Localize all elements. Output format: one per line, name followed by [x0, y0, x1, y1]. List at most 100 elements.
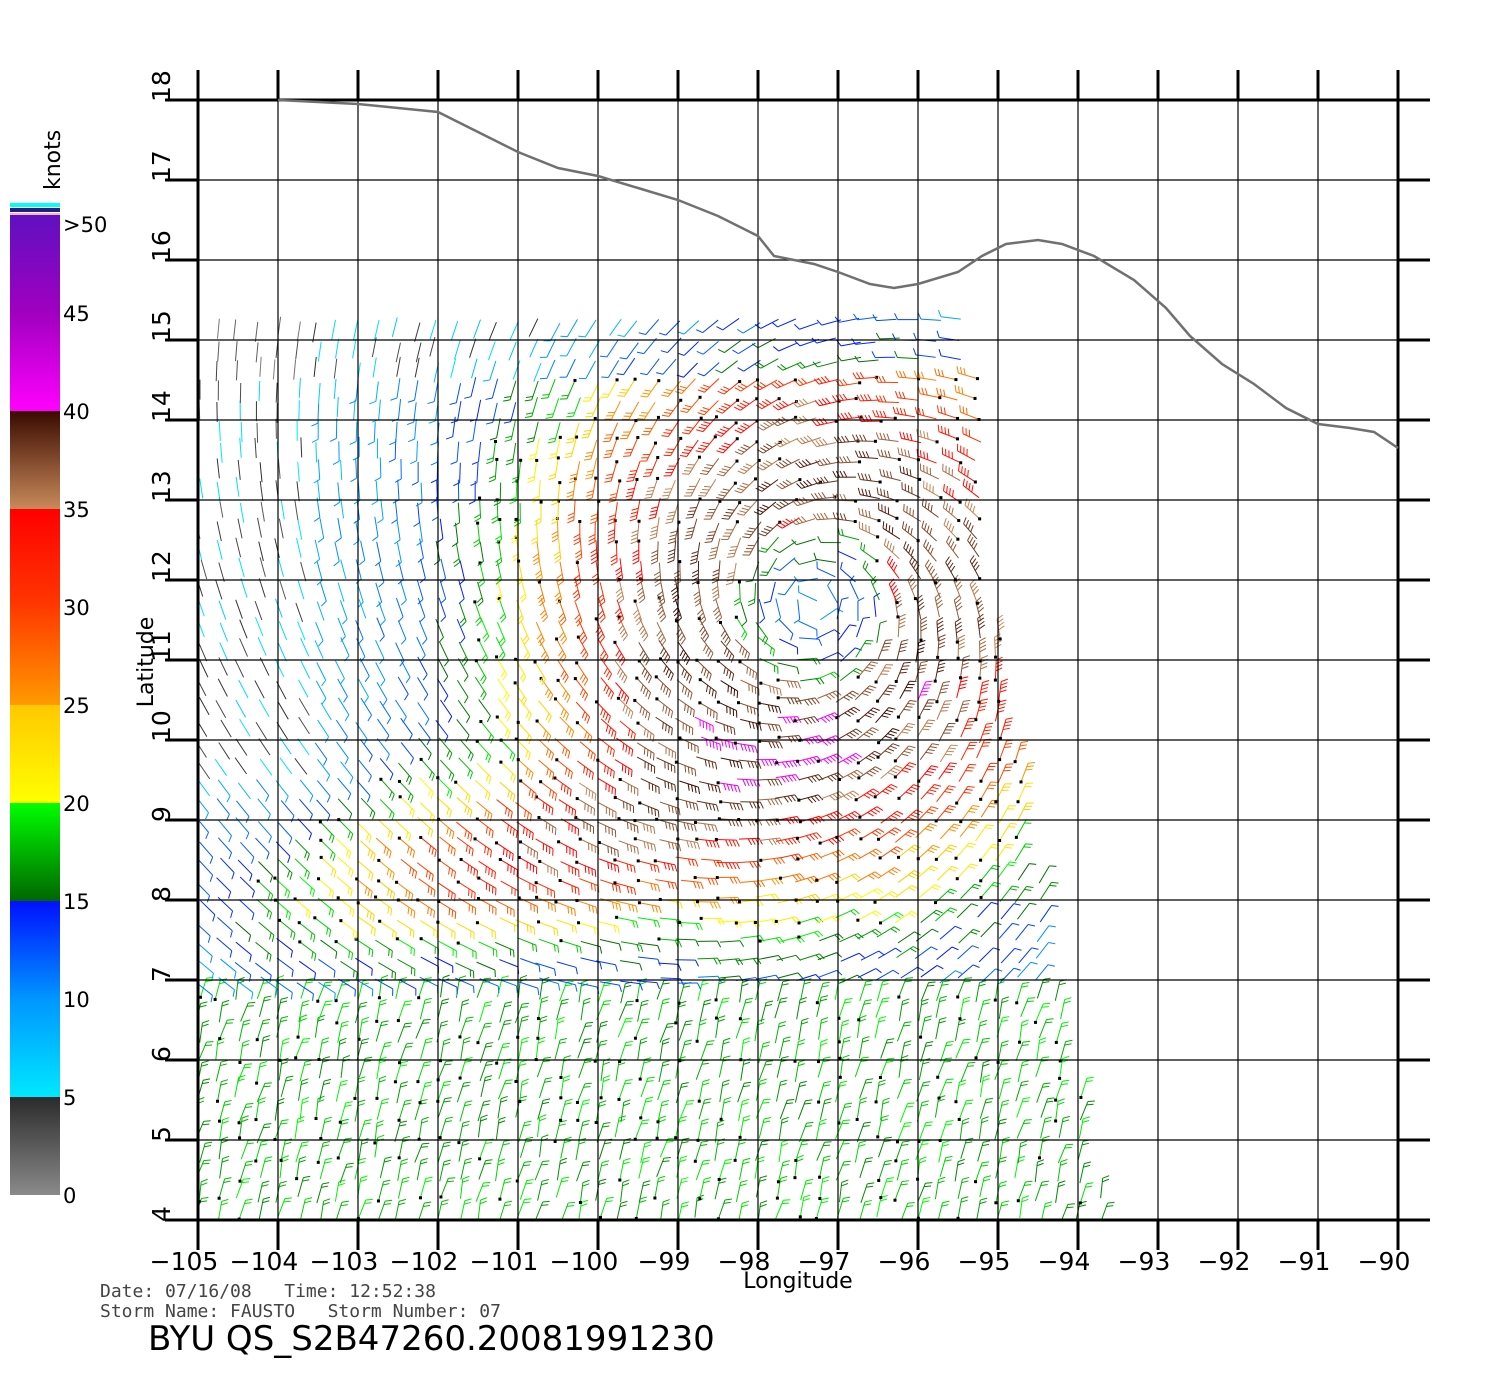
wind-barb	[537, 1098, 551, 1120]
wind-barb	[518, 840, 539, 860]
wind-barb	[573, 561, 582, 587]
wind-barb	[220, 857, 235, 880]
wind-barb	[979, 864, 1001, 883]
longitude-tick-label: −100	[550, 1247, 619, 1276]
wind-barb	[298, 679, 309, 698]
wind-barb	[235, 1177, 251, 1199]
wind-barb	[640, 379, 661, 398]
wind-barb	[335, 1002, 350, 1025]
wind-barb	[937, 424, 960, 441]
wind-barb	[359, 540, 366, 566]
wind-barb	[1036, 1037, 1047, 1060]
wind-barb	[638, 1180, 651, 1203]
wind-barb	[471, 358, 478, 379]
wind-barb	[633, 1119, 650, 1141]
wind-barb	[997, 763, 1014, 783]
wind-barb	[198, 818, 209, 839]
wind-barb	[616, 900, 638, 913]
wind-barb	[416, 1061, 432, 1084]
wind-barb	[372, 516, 379, 542]
wind-barb	[880, 1097, 890, 1121]
wind-barb	[720, 1037, 731, 1061]
wind-barb	[735, 1018, 750, 1039]
wind-barb	[960, 741, 978, 761]
wind-barb	[275, 598, 283, 618]
wind-barb	[578, 360, 596, 380]
wind-barb	[395, 342, 401, 363]
wind-barb	[358, 1056, 373, 1078]
wind-barb	[420, 956, 439, 974]
wind-barb	[478, 941, 498, 958]
longitude-tick-label: −94	[1038, 1247, 1091, 1276]
wind-barb	[771, 378, 797, 389]
wind-barb	[538, 1077, 553, 1099]
wind-barb	[857, 597, 865, 621]
wind-barb	[715, 720, 736, 736]
wind-barb	[319, 1078, 331, 1101]
wind-barb	[479, 978, 500, 994]
wind-barb	[320, 939, 338, 959]
wind-barb	[604, 400, 621, 420]
wind-barb	[1035, 942, 1056, 959]
wind-barb	[998, 717, 1013, 740]
wind-barb	[455, 962, 475, 979]
wind-barb	[620, 1099, 631, 1122]
wind-barb	[915, 865, 939, 880]
wind-barb	[734, 440, 759, 455]
wind-barb	[391, 317, 398, 338]
wind-barb	[714, 997, 730, 1020]
wind-barb	[639, 1096, 654, 1120]
wind-barb	[777, 734, 804, 743]
wind-barb	[960, 717, 976, 738]
wind-barb	[954, 1018, 966, 1041]
wind-barb	[796, 997, 807, 1020]
wind-barb	[717, 1158, 733, 1181]
wind-barb	[459, 1100, 473, 1122]
wind-barb	[379, 1156, 392, 1179]
wind-barb	[477, 541, 484, 566]
wind-barb	[594, 1100, 607, 1125]
wind-barb	[837, 998, 853, 1020]
wind-barb	[936, 387, 958, 401]
wind-barb	[894, 722, 916, 741]
wind-barb	[855, 1097, 868, 1122]
wind-barb	[1039, 904, 1059, 923]
wind-barb	[575, 721, 593, 744]
wind-barb	[400, 858, 418, 879]
wind-barb	[859, 980, 873, 1001]
wind-barb	[477, 638, 489, 664]
wind-barb	[974, 1037, 990, 1060]
wind-barb	[694, 716, 714, 733]
wind-barb	[979, 722, 994, 744]
wind-barb	[715, 481, 737, 500]
wind-barb	[397, 1158, 409, 1181]
wind-barb	[921, 520, 937, 542]
wind-barb	[596, 1020, 608, 1043]
wind-barb	[796, 852, 823, 861]
coastline	[277, 98, 1399, 450]
wind-barb	[757, 440, 782, 454]
wind-barb	[755, 893, 780, 901]
wind-barb	[672, 598, 682, 624]
wind-barb	[648, 497, 661, 520]
wind-barb	[935, 681, 951, 704]
wind-barb	[637, 999, 649, 1022]
wind-barb	[216, 521, 222, 542]
wind-barb	[936, 700, 952, 720]
wind-barb	[315, 442, 318, 463]
wind-barb	[459, 739, 474, 762]
wind-barb	[754, 1018, 765, 1042]
wind-barb	[534, 500, 543, 526]
wind-barb	[260, 501, 265, 522]
wind-barb	[857, 928, 882, 939]
wind-barb	[295, 602, 304, 623]
storm-info-line: Storm Name: FAUSTO Storm Number: 07	[100, 1301, 501, 1322]
wind-barb	[536, 1114, 547, 1138]
wind-barb	[717, 380, 742, 395]
wind-barb	[716, 659, 735, 681]
wind-barb	[676, 1155, 688, 1178]
wind-barb	[716, 1198, 732, 1220]
wind-barb	[816, 1141, 832, 1161]
wind-barb	[815, 981, 830, 1005]
